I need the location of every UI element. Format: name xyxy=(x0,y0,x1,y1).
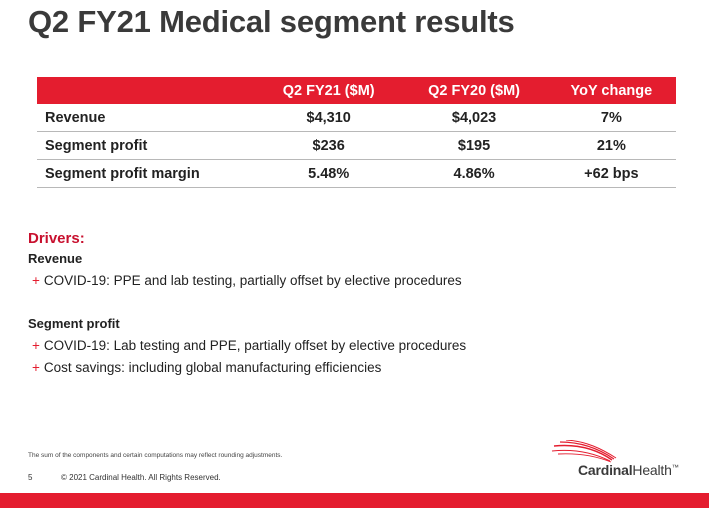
cell-value: $4,310 xyxy=(256,104,402,132)
bullet-text: Cost savings: including global manufactu… xyxy=(43,360,382,375)
list-item: + COVID-19: PPE and lab testing, partiall… xyxy=(32,273,462,288)
page-number: 5 xyxy=(28,473,33,482)
revenue-subheading: Revenue xyxy=(28,251,83,266)
plus-icon: + xyxy=(32,360,40,375)
cell-value: $4,023 xyxy=(401,104,547,132)
table-row: Segment profit margin 5.48% 4.86% +62 bp… xyxy=(37,159,676,188)
list-item: + Cost savings: including global manufact… xyxy=(32,360,381,375)
row-label: Segment profit xyxy=(37,131,256,160)
cell-value: 4.86% xyxy=(401,159,547,188)
cardinal-health-logo-icon xyxy=(551,440,617,463)
row-label: Revenue xyxy=(37,104,256,132)
page-title: Q2 FY21 Medical segment results xyxy=(28,4,515,39)
plus-icon: + xyxy=(32,273,40,288)
table-header-yoy: YoY change xyxy=(546,77,676,104)
cell-value: +62 bps xyxy=(546,159,676,188)
cell-value: 21% xyxy=(546,131,676,160)
plus-icon: + xyxy=(32,338,40,353)
drivers-heading: Drivers: xyxy=(28,230,85,247)
table-header-row: Q2 FY21 ($M) Q2 FY20 ($M) YoY change xyxy=(37,77,676,104)
row-label: Segment profit margin xyxy=(37,159,256,188)
cell-value: $195 xyxy=(401,131,547,160)
segment-profit-subheading: Segment profit xyxy=(28,316,120,331)
logo-wordmark: CardinalHealth™ xyxy=(578,462,679,478)
bullet-text: COVID-19: PPE and lab testing, partially… xyxy=(43,273,462,288)
bullet-text: COVID-19: Lab testing and PPE, partially… xyxy=(43,338,467,353)
rounding-footnote: The sum of the components and certain co… xyxy=(28,452,283,459)
table-header-q2fy21: Q2 FY21 ($M) xyxy=(256,77,402,104)
cell-value: $236 xyxy=(256,131,402,160)
table-row: Revenue $4,310 $4,023 7% xyxy=(37,104,676,132)
table-header-q2fy20: Q2 FY20 ($M) xyxy=(401,77,547,104)
copyright-text: © 2021 Cardinal Health. All Rights Reser… xyxy=(61,473,221,482)
cell-value: 7% xyxy=(546,104,676,132)
table-row: Segment profit $236 $195 21% xyxy=(37,131,676,160)
cell-value: 5.48% xyxy=(256,159,402,188)
bottom-accent-bar xyxy=(0,493,709,508)
list-item: + COVID-19: Lab testing and PPE, partiall… xyxy=(32,338,466,353)
table-header-empty xyxy=(37,77,256,104)
results-table: Q2 FY21 ($M) Q2 FY20 ($M) YoY change Rev… xyxy=(37,77,676,188)
